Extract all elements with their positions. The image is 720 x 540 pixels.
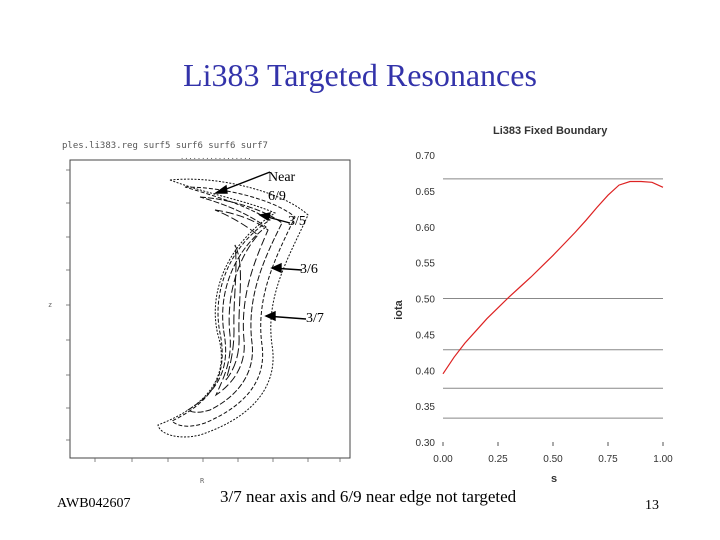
page-number: 13 (645, 498, 659, 513)
chart-title: Li383 Fixed Boundary (493, 125, 608, 137)
annotation-6-9: 6/9 (268, 189, 286, 204)
flux-surface-2 (171, 186, 296, 427)
y-tick-label: 0.45 (416, 330, 436, 341)
slide-caption: 3/7 near axis and 6/9 near edge not targ… (220, 487, 517, 506)
flux-surface-5 (225, 244, 241, 381)
poincare-plot: ples.li383.reg surf5 surf6 surf6 surf7 .… (48, 141, 351, 485)
poincare-plot-frame (69, 159, 351, 459)
y-tick-label: 0.30 (416, 438, 436, 449)
y-tick-label: 0.60 (416, 223, 436, 234)
chart-ylabel: iota (393, 299, 405, 319)
y-tick-label: 0.40 (416, 366, 436, 377)
x-tick-label: 0.75 (598, 454, 618, 465)
annotation-arrows (213, 171, 307, 322)
iota-series-line (442, 180, 664, 375)
flux-surface-outer (157, 178, 309, 438)
y-tick-label: 0.70 (416, 151, 436, 162)
iota-profile-chart: Li383 Fixed Boundary iota s 0.30 0.35 0.40… (393, 125, 673, 485)
annotation-3-5: 3/5 (288, 214, 306, 229)
x-tick-label: 0.00 (433, 454, 453, 465)
poincare-y-axis-letter: z (48, 301, 52, 309)
y-tick-label: 0.35 (416, 402, 436, 413)
slide-title: Li383 Targeted Resonances (183, 57, 537, 93)
poincare-x-ticks (94, 458, 341, 462)
y-tick-label: 0.65 (416, 187, 436, 198)
chart-xlabel: s (551, 473, 557, 485)
x-tick-label: 0.25 (488, 454, 508, 465)
x-tick-label: 1.00 (653, 454, 673, 465)
flux-surfaces (157, 178, 309, 438)
x-tick-label: 0.50 (543, 454, 563, 465)
y-tick-label: 0.50 (416, 295, 436, 306)
y-tick-label: 0.55 (416, 259, 436, 270)
flux-surface-4 (214, 209, 269, 397)
annotation-near: Near (268, 170, 296, 185)
poincare-y-ticks (66, 169, 70, 441)
poincare-x-axis-letter: R (200, 477, 205, 485)
poincare-plot-subheader: ................. (180, 153, 252, 161)
footer-id: AWB042607 (57, 496, 131, 511)
annotation-3-6: 3/6 (300, 262, 318, 277)
flux-surface-3 (187, 196, 283, 413)
annotation-3-7: 3/7 (306, 311, 324, 326)
poincare-plot-header: ples.li383.reg surf5 surf6 surf6 surf7 (62, 141, 268, 151)
